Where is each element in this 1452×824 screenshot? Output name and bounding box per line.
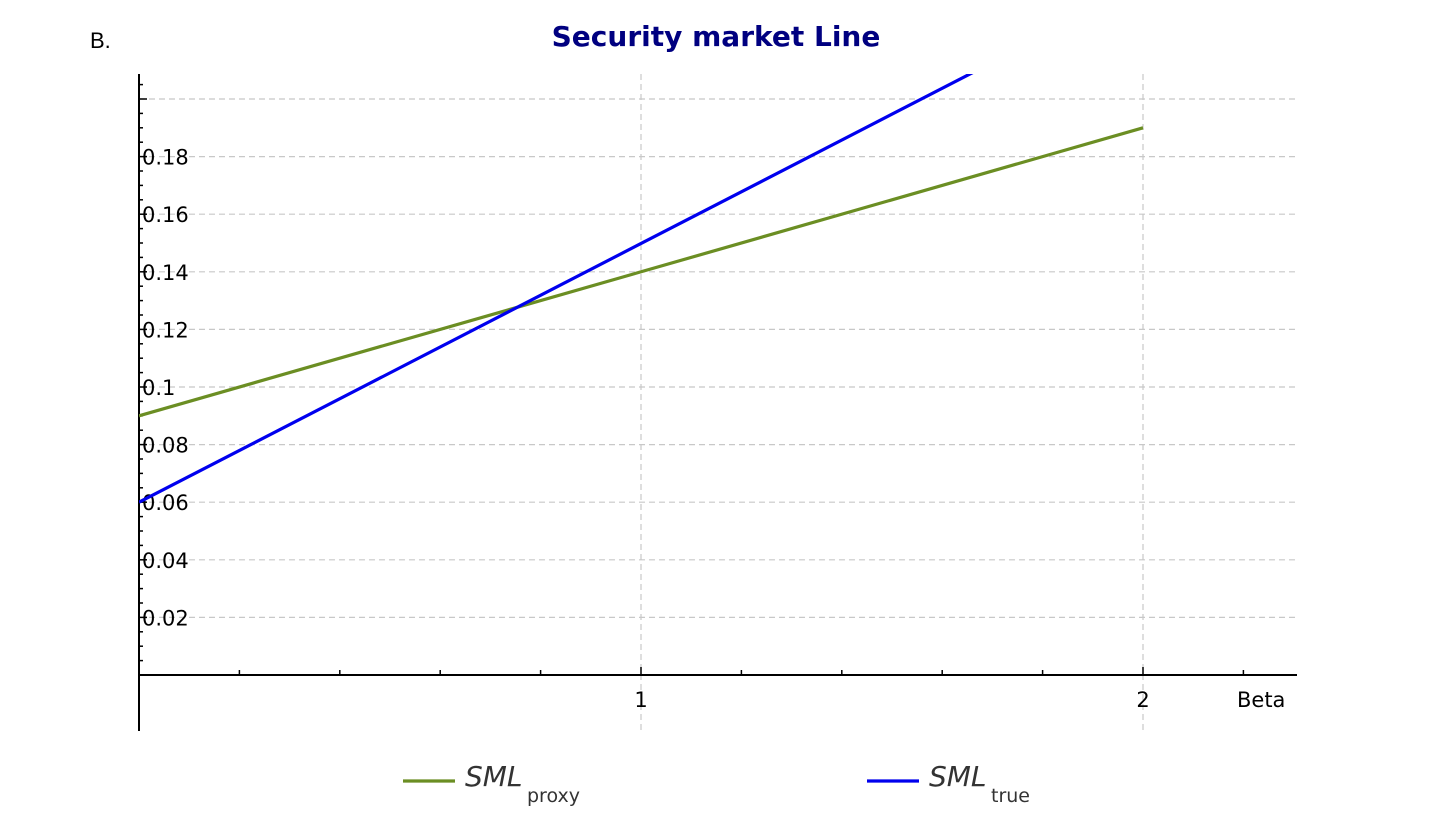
y-tick-label: 0.04: [142, 549, 189, 573]
y-tick-label: 0.14: [142, 261, 189, 285]
legend-subscript-true: true: [991, 785, 1030, 807]
y-tick-label: 0.08: [142, 434, 189, 458]
series-line-proxy: [139, 126, 1144, 418]
legend-subscript-proxy: proxy: [527, 785, 580, 807]
y-tick-label: 0.02: [142, 606, 189, 630]
y-tick-label: 0.12: [142, 318, 189, 342]
y-tick-label: 0.06: [142, 491, 189, 515]
grid: [139, 74, 1297, 731]
y-tick-label: 0.1: [142, 376, 175, 400]
x-tick-label: 1: [634, 688, 647, 712]
legend-label-true: SML: [929, 760, 987, 793]
y-tick-label: 0.16: [142, 203, 189, 227]
panel-label: B.: [90, 28, 111, 53]
y-tick-label: 0.18: [142, 146, 189, 170]
series-line-true: [139, 74, 974, 504]
series-lines: [139, 74, 1144, 504]
x-tick-label: 2: [1136, 688, 1149, 712]
chart-title: Security market Line: [552, 20, 881, 53]
legend-label-proxy: SML: [465, 760, 523, 793]
x-axis-label: Beta: [1237, 688, 1285, 712]
axes: 0.02 0.04 0.06 0.08 0.1 0.12 0.14 0.16 0.18 1 2 Bet…: [138, 74, 1297, 731]
